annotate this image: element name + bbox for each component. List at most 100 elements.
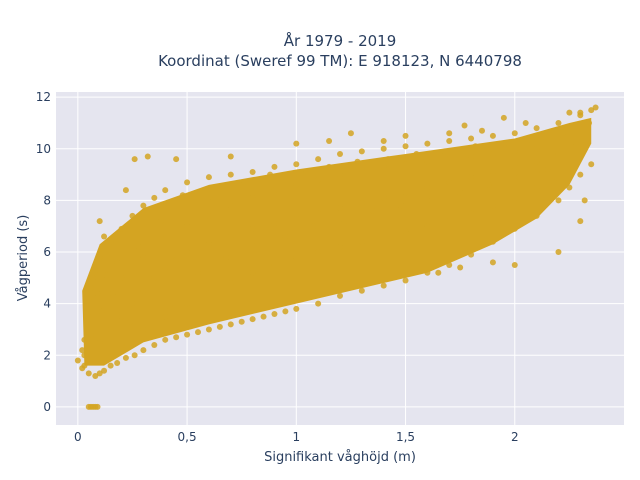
data-point (184, 179, 191, 186)
data-point (79, 347, 86, 354)
data-point (566, 109, 573, 116)
x-tick-label: 1 (292, 430, 300, 444)
data-point (173, 256, 180, 263)
data-point (144, 153, 151, 160)
data-point (118, 225, 125, 232)
data-point (184, 249, 191, 256)
data-point (337, 243, 343, 250)
data-point (92, 267, 99, 274)
data-point (83, 321, 90, 328)
data-point (122, 187, 129, 194)
data-point (151, 341, 158, 348)
data-point (326, 163, 333, 170)
data-point (271, 220, 278, 227)
data-point (457, 264, 464, 271)
data-point (151, 274, 158, 281)
data-point (101, 246, 108, 253)
data-point (472, 143, 479, 150)
data-point (94, 290, 101, 297)
data-point (326, 138, 333, 145)
data-point (253, 238, 260, 245)
data-point (162, 313, 169, 320)
data-point (114, 259, 121, 266)
data-point (358, 166, 365, 173)
data-point (385, 156, 392, 163)
data-point (533, 158, 540, 165)
data-point (131, 352, 138, 359)
data-point (140, 254, 147, 261)
data-point (109, 290, 116, 297)
data-point (136, 243, 143, 250)
data-point (173, 156, 180, 163)
data-point (118, 341, 125, 348)
data-point (315, 300, 322, 307)
data-point (347, 130, 354, 137)
data-point (577, 109, 584, 116)
data-point (96, 218, 103, 225)
data-point (227, 233, 234, 240)
data-point (315, 249, 322, 256)
data-point (166, 303, 173, 310)
data-point (94, 403, 101, 410)
y-tick-label: 0 (43, 400, 51, 414)
data-point (533, 212, 540, 219)
data-point (227, 202, 234, 209)
data-point (489, 132, 496, 139)
data-point (500, 140, 507, 147)
data-point (81, 352, 88, 359)
data-point (205, 212, 212, 219)
data-point (424, 269, 431, 276)
data-point (559, 132, 566, 139)
data-point (184, 223, 191, 230)
data-point (511, 163, 518, 170)
data-point (489, 238, 496, 245)
data-point (79, 365, 86, 372)
data-point (90, 274, 97, 281)
data-point (500, 114, 507, 121)
data-point (293, 215, 300, 222)
x-tick-label: 2 (511, 430, 519, 444)
data-point (577, 171, 584, 178)
data-point (588, 107, 595, 114)
data-point (555, 150, 562, 157)
data-point (402, 228, 409, 235)
data-points (74, 104, 599, 410)
data-point (588, 161, 595, 168)
data-point (446, 218, 453, 225)
data-point (205, 241, 212, 248)
data-point (435, 269, 442, 276)
data-point (236, 181, 243, 188)
data-point (271, 311, 278, 317)
data-point (544, 166, 551, 173)
data-point (179, 192, 186, 199)
data-point (402, 161, 409, 168)
data-point (271, 163, 278, 170)
data-point (249, 225, 256, 232)
data-point (205, 290, 212, 297)
chart-title-line-1: År 1979 - 2019 (284, 31, 397, 50)
data-point (468, 251, 475, 258)
data-point (227, 280, 234, 287)
data-point (129, 212, 136, 219)
data-point (140, 347, 147, 354)
data-point (522, 119, 529, 126)
data-point (85, 313, 92, 320)
data-point (586, 119, 593, 126)
data-point (81, 336, 88, 343)
data-point (96, 339, 103, 346)
data-point (195, 269, 201, 276)
data-point (566, 184, 573, 191)
data-point (74, 357, 81, 364)
data-point (162, 264, 169, 271)
data-point (107, 238, 114, 245)
data-point (92, 372, 99, 379)
data-point (533, 145, 540, 152)
data-point (337, 292, 343, 299)
data-point (184, 331, 191, 338)
data-point (402, 132, 409, 139)
data-point (468, 153, 475, 160)
data-point (398, 202, 405, 209)
data-point (592, 104, 599, 111)
data-point (83, 305, 90, 312)
data-point (173, 334, 180, 341)
